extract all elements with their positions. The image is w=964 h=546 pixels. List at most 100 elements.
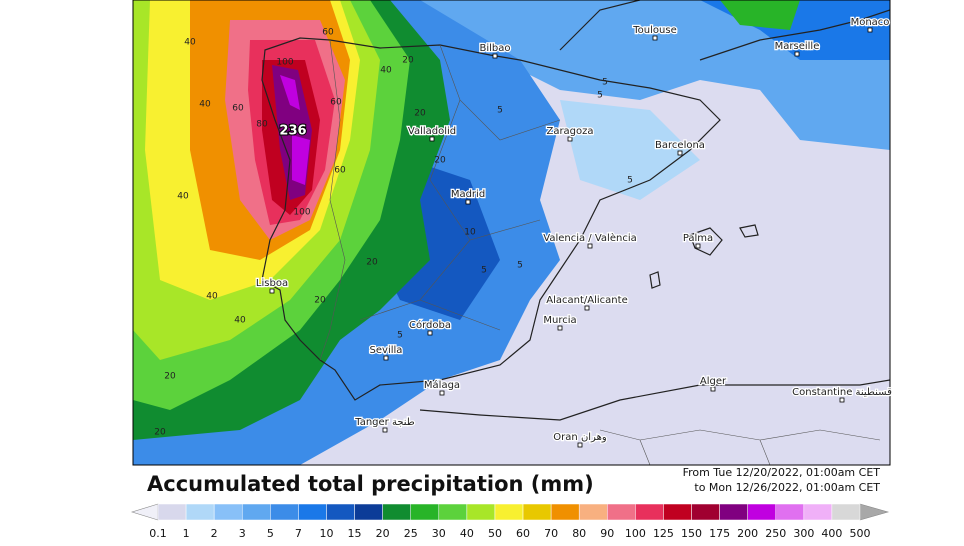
legend-label: 200 xyxy=(737,527,758,540)
legend-label: 300 xyxy=(793,527,814,540)
contour-label: 5 xyxy=(517,261,523,271)
legend-over xyxy=(859,503,890,521)
legend-label: 125 xyxy=(653,527,674,540)
contour-label: 100 xyxy=(293,208,310,218)
city-marker xyxy=(427,330,433,336)
legend-swatch xyxy=(607,503,636,521)
legend-label: 15 xyxy=(348,527,362,540)
city-marker xyxy=(557,325,563,331)
legend-label: 20 xyxy=(376,527,390,540)
legend-label: 0.1 xyxy=(149,527,167,540)
city-marker xyxy=(677,150,683,156)
contour-label: 40 xyxy=(206,292,218,302)
title: Accumulated total precipitation (mm) xyxy=(147,472,594,496)
legend-label: 400 xyxy=(821,527,842,540)
contour-label: 80 xyxy=(256,120,268,130)
period-from: From Tue 12/20/2022, 01:00am CET xyxy=(683,466,881,479)
contour-label: 20 xyxy=(366,258,378,268)
city-marker xyxy=(867,27,873,33)
legend-under xyxy=(130,503,159,521)
city-label: Sevilla xyxy=(370,345,403,356)
contour-label: 40 xyxy=(199,100,211,110)
contour-label: 40 xyxy=(234,316,246,326)
period-to: to Mon 12/26/2022, 01:00am CET xyxy=(694,481,880,494)
city-marker xyxy=(269,288,275,294)
city-marker xyxy=(429,136,435,142)
legend-label: 150 xyxy=(681,527,702,540)
contour-label: 5 xyxy=(481,266,487,276)
legend-swatch xyxy=(213,503,243,521)
legend-swatch xyxy=(354,503,383,521)
contour-label: 60 xyxy=(334,166,346,176)
legend-swatch xyxy=(550,503,580,521)
legend-label: 100 xyxy=(625,527,646,540)
legend-swatch xyxy=(522,503,552,521)
city-marker xyxy=(465,199,471,205)
legend-swatch xyxy=(241,503,271,521)
city-label: Toulouse xyxy=(632,25,676,36)
city-label: Murcia xyxy=(543,315,576,326)
city-label: Palma xyxy=(683,233,713,244)
contour-label: 40 xyxy=(184,38,196,48)
legend-label: 50 xyxy=(488,527,502,540)
legend-label: 175 xyxy=(709,527,730,540)
city-label: Lisboa xyxy=(256,278,288,289)
contour-label: 5 xyxy=(397,331,403,341)
contour-label: 20 xyxy=(402,56,414,66)
city-marker xyxy=(567,136,573,142)
legend-swatch xyxy=(578,503,608,521)
map-frame xyxy=(132,0,891,466)
city-marker xyxy=(794,51,800,57)
legend-label: 80 xyxy=(572,527,586,540)
legend-swatch xyxy=(719,503,748,521)
legend-label: 40 xyxy=(460,527,474,540)
legend-label: 60 xyxy=(516,527,530,540)
city-label: Constantine قسنطينة xyxy=(792,387,892,398)
city-marker xyxy=(839,397,845,403)
contour-label: 20 xyxy=(414,109,426,119)
city-marker xyxy=(587,243,593,249)
contour-label: 5 xyxy=(627,176,633,186)
map xyxy=(133,0,890,465)
contour-label: 60 xyxy=(322,28,334,38)
contour-label: 100 xyxy=(276,58,293,68)
city-marker xyxy=(577,442,583,448)
city-marker xyxy=(710,386,716,392)
contour-label: 20 xyxy=(164,372,176,382)
contour-label: 5 xyxy=(602,78,608,88)
legend-label: 30 xyxy=(432,527,446,540)
legend-label: 2 xyxy=(211,527,218,540)
max-label: 236 xyxy=(279,124,306,139)
legend-label: 5 xyxy=(267,527,274,540)
legend-swatch xyxy=(691,503,720,521)
legend-swatch xyxy=(635,503,664,521)
legend-swatch xyxy=(382,503,411,521)
contour-label: 5 xyxy=(497,106,503,116)
legend-label: 250 xyxy=(765,527,786,540)
contour-label: 40 xyxy=(380,66,392,76)
city-label: Monaco xyxy=(851,17,890,28)
legend-swatch xyxy=(438,503,468,521)
city-label: Alacant/Alicante xyxy=(546,295,627,306)
contour-label: 60 xyxy=(232,104,244,114)
city-marker xyxy=(584,305,590,311)
legend-label: 3 xyxy=(239,527,246,540)
city-marker xyxy=(652,35,658,41)
city-label: Alger xyxy=(700,376,727,387)
legend-swatch xyxy=(803,503,833,521)
legend-label: 25 xyxy=(404,527,418,540)
city-label: Valladolid xyxy=(408,126,456,137)
legend-label: 500 xyxy=(850,527,871,540)
city-marker xyxy=(383,355,389,361)
contour-label: 60 xyxy=(330,98,342,108)
legend-label: 7 xyxy=(295,527,302,540)
city-marker xyxy=(439,390,445,396)
legend-label: 70 xyxy=(544,527,558,540)
city-label: Barcelona xyxy=(655,140,705,151)
legend-swatch xyxy=(747,503,777,521)
legend-swatch xyxy=(410,503,440,521)
legend-swatch xyxy=(298,503,327,521)
contour-label: 5 xyxy=(597,91,603,101)
legend-swatch xyxy=(270,503,299,521)
